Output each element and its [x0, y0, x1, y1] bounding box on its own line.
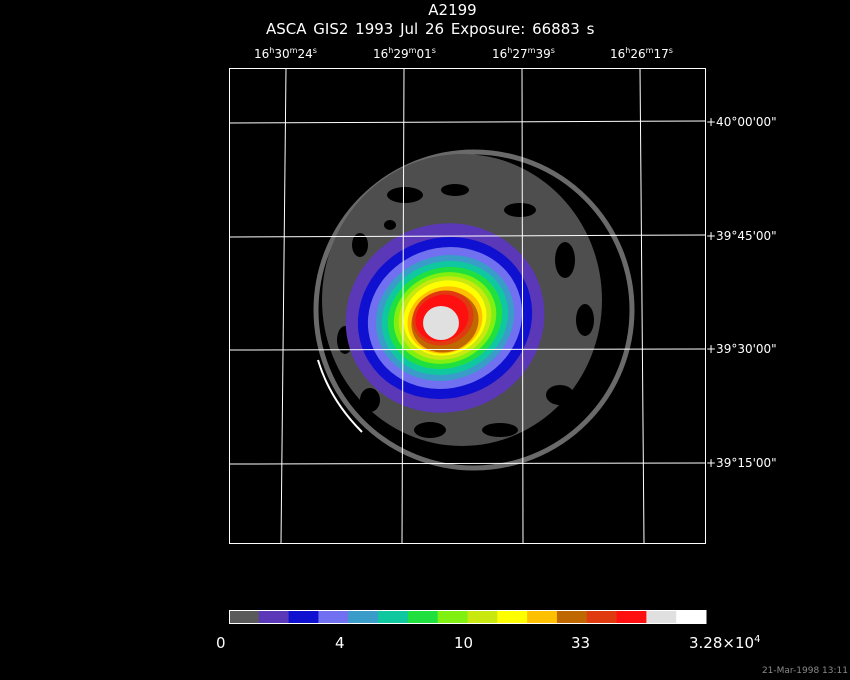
colorbar-swatch: [258, 610, 290, 624]
colorbar-swatch: [318, 610, 349, 624]
colorbar-label: 33: [571, 634, 591, 652]
x-ray-intensity-map: [313, 149, 635, 471]
colorbar-swatch: [497, 610, 528, 624]
colorbar: [229, 610, 707, 624]
coordinate-grid: [228, 67, 707, 544]
ra-tick-label: 16h27m39s: [492, 46, 555, 61]
colorbar-swatch: [229, 610, 260, 624]
colorbar-max-label: 3.28×104: [689, 634, 761, 652]
dec-tick-label: +39°45'00": [706, 229, 777, 243]
colorbar-swatch: [348, 610, 379, 624]
dec-tick-label: +40°00'00": [706, 115, 777, 129]
colorbar-swatch: [378, 610, 409, 624]
colorbar-frame: [229, 610, 706, 624]
colorbar-swatch: [288, 610, 319, 624]
image-subtitle: ASCA GIS2 1993 Jul 26 Exposure: 66883 s: [266, 20, 595, 38]
colorbar-swatch: [556, 610, 588, 624]
colorbar-label: 10: [454, 634, 474, 652]
colorbar-label: 4: [335, 634, 345, 652]
ra-tick-label: 16h26m17s: [610, 46, 673, 61]
timestamp: 21-Mar-1998 13:11: [761, 666, 848, 676]
colorbar-swatch: [467, 610, 498, 624]
colorbar-swatch: [676, 610, 707, 624]
colorbar-swatch: [616, 610, 647, 624]
colorbar-swatch: [527, 610, 558, 624]
image-title: A2199: [428, 1, 477, 19]
dec-tick-label: +39°15'00": [706, 456, 777, 470]
ra-tick-label: 16h29m01s: [373, 46, 436, 61]
colorbar-swatch: [437, 610, 468, 624]
image-frame: [229, 68, 706, 544]
colorbar-swatch: [586, 610, 618, 624]
colorbar-label: 0: [216, 634, 226, 652]
colorbar-swatch: [407, 610, 439, 624]
dec-tick-label: +39°30'00": [706, 342, 777, 356]
ra-tick-label: 16h30m24s: [254, 46, 317, 61]
colorbar-swatch: [646, 610, 677, 624]
